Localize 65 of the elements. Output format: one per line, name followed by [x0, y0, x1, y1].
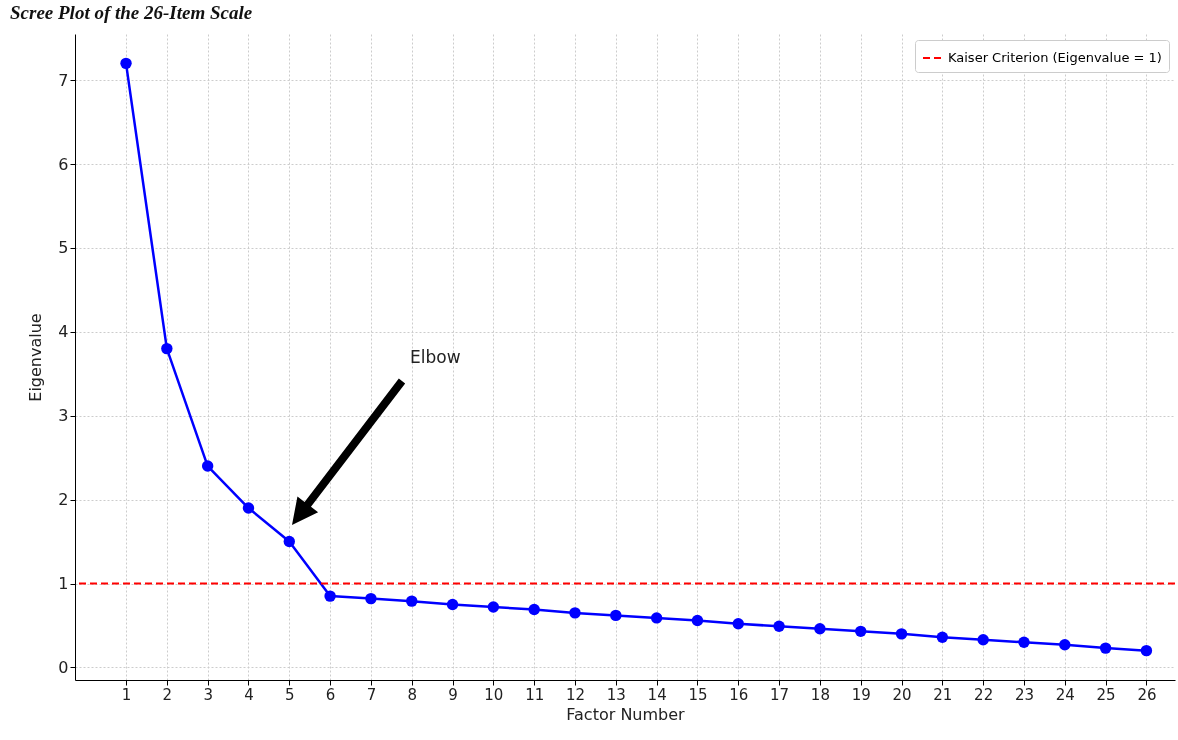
x-tick-label: 25 [1096, 685, 1116, 704]
point [936, 631, 949, 643]
point [1018, 636, 1030, 648]
y-axis-title: Eigenvalue [26, 313, 46, 402]
x-tick-label: 18 [810, 685, 830, 704]
point [773, 620, 785, 632]
point [1140, 644, 1153, 657]
x-tick-label: 16 [729, 685, 749, 704]
y-tick-label: 4 [58, 322, 69, 342]
x-tick-label: 26 [1137, 685, 1157, 704]
point [650, 612, 663, 624]
point [242, 502, 255, 514]
y-tick-label: 3 [58, 406, 69, 426]
point [283, 535, 295, 548]
point [569, 607, 581, 619]
point [446, 598, 459, 611]
x-tick-label: 1 [121, 685, 132, 704]
y-tick-label: 2 [58, 490, 69, 510]
annotation: Elbow [410, 347, 461, 367]
x-axis-title: Factor Number [566, 704, 686, 724]
point [120, 57, 132, 70]
x-tick-label: 14 [647, 685, 667, 704]
point [895, 628, 908, 640]
point [528, 603, 540, 616]
x-tick-label: 13 [606, 685, 626, 704]
point [610, 609, 622, 622]
point [977, 634, 989, 646]
point [732, 618, 744, 630]
x-tick-label: 8 [407, 685, 418, 704]
point [201, 460, 214, 472]
point [1099, 642, 1112, 654]
x-tick-label: 6 [325, 685, 336, 704]
y-tick-label: 7 [58, 70, 69, 90]
point [406, 595, 418, 607]
x-tick-label: 5 [285, 685, 295, 704]
x-tick-label: 9 [448, 685, 458, 704]
x-tick-label: 17 [770, 685, 790, 704]
point [855, 625, 867, 638]
point [1059, 639, 1071, 651]
point [814, 623, 826, 635]
x-tick-label: 23 [1014, 685, 1035, 704]
point [365, 592, 377, 605]
x-tick-label: 12 [565, 685, 586, 704]
x-tick-label: 20 [892, 685, 912, 704]
x-tick-label: 15 [688, 685, 708, 704]
legend-label: Kaiser Criterion (Eigenvalue = 1) [948, 50, 1162, 65]
point [691, 614, 704, 627]
point [324, 590, 336, 602]
point [161, 342, 173, 355]
x-tick-label: 7 [366, 685, 377, 704]
x-tick-label: 3 [203, 685, 213, 704]
point [487, 601, 500, 613]
x-tick-label: 24 [1055, 685, 1075, 704]
y-tick-label: 0 [58, 657, 69, 677]
y-tick-label: 5 [58, 238, 69, 258]
y-tick-label: 6 [58, 154, 69, 174]
x-tick-label: 10 [484, 685, 504, 704]
x-tick-label: 2 [162, 685, 173, 704]
x-tick-label: 4 [244, 685, 254, 704]
x-tick-label: 21 [933, 685, 953, 704]
x-tick-label: 22 [974, 685, 994, 704]
chart-title: Scree Plot of the 26-Item Scale [10, 2, 253, 24]
x-tick-label: 19 [851, 685, 871, 704]
y-tick-label: 1 [58, 574, 69, 594]
x-tick-label: 11 [525, 685, 545, 704]
